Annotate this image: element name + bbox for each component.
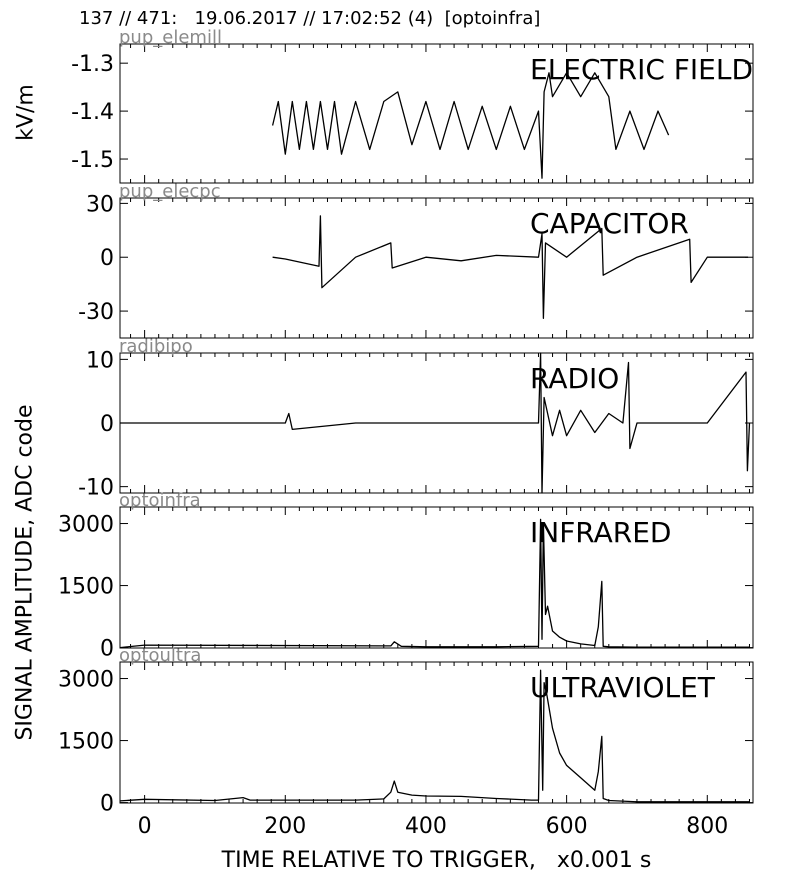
panel-frame: [119, 43, 754, 184]
panel-title: RADIO: [530, 362, 619, 395]
y-tick-label: 3000: [58, 668, 114, 693]
y-tick-label: 1500: [58, 730, 114, 755]
series-line-optoinfra: [119, 518, 750, 649]
y-tick-label: -30: [78, 300, 114, 325]
channel-label: radibipo: [119, 336, 193, 357]
y-tick-label: 0: [100, 637, 114, 662]
panel-optoultra: 3000 1500 0 optoultra ULTRAVIOLET: [58, 645, 754, 817]
series-line-radibipo: [120, 352, 751, 494]
x-tick-label: 0: [138, 814, 152, 839]
panel-radibipo: 10 0 -10 radibipo RADIO: [78, 336, 754, 501]
panel-title: CAPACITOR: [530, 207, 689, 240]
series-line-optoultra: [119, 669, 750, 803]
x-tick-label: 600: [546, 814, 588, 839]
panel-frame: [119, 197, 754, 339]
panel-title: ELECTRIC FIELD: [530, 53, 753, 86]
channel-label: optoultra: [119, 645, 201, 666]
x-tick-label: 400: [405, 814, 447, 839]
x-tick-label: 800: [686, 814, 728, 839]
y-tick-label: 10: [86, 348, 114, 373]
panel-frame: [119, 661, 754, 804]
figure-title: 137 // 471: 19.06.2017 // 17:02:52 (4) […: [79, 8, 541, 29]
y-tick-label: 0: [100, 412, 114, 437]
x-tick-label: 200: [264, 814, 306, 839]
y-tick-label: 0: [100, 246, 114, 271]
panel-title: ULTRAVIOLET: [530, 671, 716, 704]
y-axis-label-signal: SIGNAL AMPLITUDE, ADC code: [12, 404, 38, 741]
channel-label: pup_elemill: [119, 27, 222, 48]
x-axis-label: TIME RELATIVE TO TRIGGER, x0.001 s: [221, 848, 652, 873]
y-axis-label-kvm: kV/m: [13, 84, 39, 141]
y-tick-label: 1500: [58, 575, 114, 600]
panel-pup_elecpc: 30 0 -30 pup_elecpc CAPACITOR: [78, 181, 754, 339]
channel-label: pup_elecpc: [119, 181, 221, 202]
y-tick-label: -1.5: [71, 148, 114, 173]
panel-optoinfra: 3000 1500 0 optoinfra INFRARED: [58, 490, 754, 662]
y-tick-label: 30: [86, 192, 114, 217]
y-tick-label: 3000: [58, 513, 114, 538]
y-tick-label: -1.4: [71, 100, 114, 125]
series-line-pup_elecpc: [272, 215, 749, 319]
panel-title: INFRARED: [530, 516, 672, 549]
series-line-pup_elemill: [271, 72, 670, 179]
panel-pup_elemill: -1.3 -1.4 -1.5 pup_elemill ELECTRIC FIELD: [71, 27, 754, 184]
channel-label: optoinfra: [119, 490, 201, 511]
y-tick-label: -10: [78, 476, 114, 501]
panel-frame: [119, 506, 754, 649]
y-tick-label: 0: [100, 792, 114, 817]
y-tick-label: -1.3: [71, 52, 114, 77]
